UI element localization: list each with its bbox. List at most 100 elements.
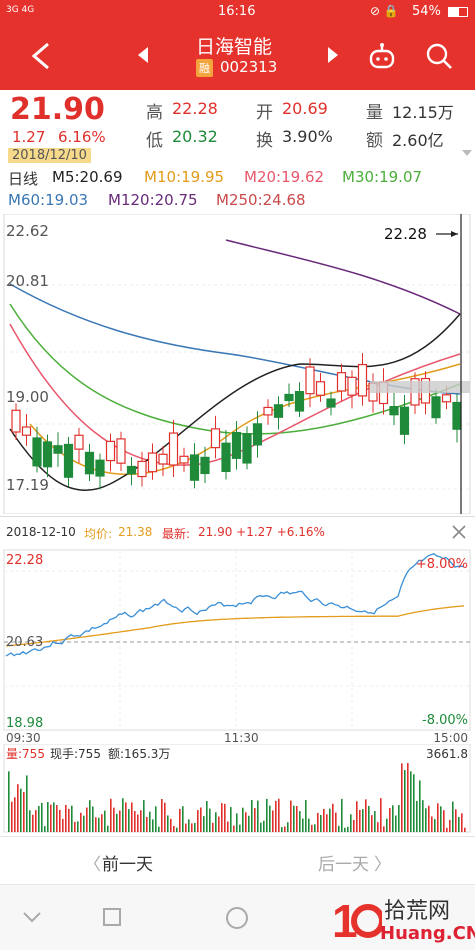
volume-bar [356,801,358,832]
volume-bar [311,824,313,832]
volume-bar [251,800,253,832]
price-line [5,552,465,657]
candle-body [189,454,200,481]
volume-bar [179,808,181,832]
candle-body [305,366,315,395]
volume-bar [92,806,94,832]
avg-value: 21.38 [118,525,153,539]
volume-bar [95,817,97,832]
volume-bar [320,814,322,832]
volume-chart[interactable]: 量:755 现手:755 额:165.3万 3661.8 [0,744,475,836]
volume-bar [41,802,43,832]
nav-back-icon[interactable] [22,911,42,923]
stock-name: 日海智能 [196,36,273,58]
period-label[interactable]: 日线 [8,170,39,188]
close-icon[interactable] [452,525,466,539]
nav-home-icon[interactable] [225,906,249,930]
volume-bar [299,811,301,832]
volume-bar [128,809,130,832]
volume-bar [83,815,85,832]
k-ytick-4: 17.19 [6,476,49,494]
next-stock-icon[interactable] [327,46,339,64]
vol-hand: 现手:755 [50,747,101,761]
volume-bar [326,814,328,832]
volume-bar [140,810,142,832]
volume-bar [287,822,289,832]
candle-body [389,406,399,416]
signal-text: 3G 4G [6,5,35,15]
volume-bar [143,800,145,832]
intraday-chart[interactable]: 22.28 20.63 18.98 +8.00% -8.00% 09:30 11… [0,546,475,746]
volume-bar [455,809,457,832]
search-icon[interactable] [425,42,453,70]
volume-bar [461,813,463,832]
open-value: 20.69 [282,99,328,118]
amount-label: 额 [366,131,383,151]
volume-bar [269,805,271,832]
amount-value: 2.60亿 [392,131,444,150]
prev-day-button[interactable]: 前一天 [102,855,153,875]
k-ytick-3: 19.00 [6,388,49,406]
margin-badge: 融 [196,59,213,77]
intra-pct-top: +8.00% [416,557,468,572]
candle-body [452,401,462,430]
volume-bar [209,808,211,832]
candle-body [315,381,326,396]
volume-bar [17,784,19,832]
volume-bar [146,816,148,832]
prev-stock-icon[interactable] [137,46,149,64]
volume-bar [59,809,61,832]
volume-bar [200,807,202,832]
volume-bar [425,808,427,832]
volume-bar [398,804,400,832]
volume-bar [407,763,409,832]
last-price: 21.90 [10,92,105,127]
candle-body [63,443,74,478]
volume-bar [26,775,28,832]
volume-bar [242,807,244,832]
volume-bar [239,824,241,832]
volume-bar [413,774,415,832]
volume-bar [233,825,235,832]
candle-body [431,396,441,419]
latest-value: 21.90 +1.27 +6.16% [198,525,325,539]
volume-bar [212,822,214,832]
volume-bar [89,800,91,832]
volume-bar [8,771,10,832]
system-nav-bar: 1 拾荒网 Huang.CN [0,884,475,950]
volume-bar [458,817,460,832]
ma5-value: M5:20.69 [52,168,123,186]
volume-bar [449,819,451,832]
volume-bar [176,827,178,832]
candle-body [126,465,137,475]
candle-body [273,404,284,418]
kline-chart[interactable]: 22.28 22.62 20.81 19.00 17.19 [0,214,475,514]
candle-body [42,441,53,468]
volume-bar [53,802,55,832]
volume-bar [359,809,361,832]
volume-bar [308,818,310,832]
volume-bar [191,823,193,832]
candle-body [441,394,452,403]
intraday-header: 2018-12-10 均价: 21.38 最新: 21.90 +1.27 +6.… [0,516,475,546]
k-ytick-1: 22.62 [6,222,49,240]
volume-bar [167,815,169,832]
volume-bar [221,803,223,832]
volume-bar [86,807,88,832]
next-day-button[interactable]: 后一天 [318,855,369,875]
robot-icon[interactable] [368,42,396,70]
candle-body [168,432,179,466]
volume-bar [395,815,397,832]
volume-bar [293,805,295,832]
avg-label: 均价: [84,527,113,541]
volume-bar [278,798,280,832]
candle-body [158,453,168,465]
nav-recent-icon[interactable] [102,907,122,927]
back-arrow-icon[interactable] [30,42,52,70]
candle-body [21,426,32,436]
volume-bar [302,818,304,832]
volume-bar [44,826,46,832]
volume-bar [260,822,262,832]
vol-max: 3661.8 [426,747,468,761]
expand-icon[interactable] [462,150,472,156]
